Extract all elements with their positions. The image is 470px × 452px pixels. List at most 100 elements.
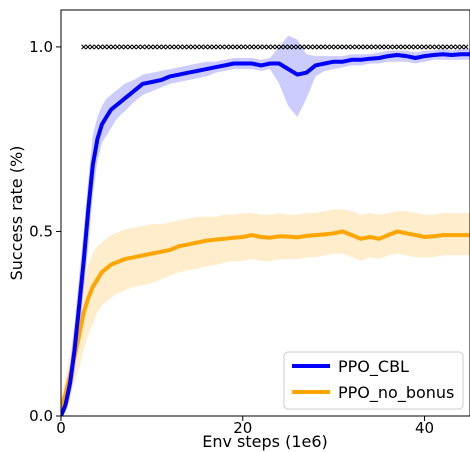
x-tick-label: 0 xyxy=(56,419,66,437)
reference-marker xyxy=(81,44,87,50)
reference-marker xyxy=(177,44,183,50)
y-tick-label: 1.0 xyxy=(29,38,53,56)
reference-marker xyxy=(223,44,230,50)
reference-marker xyxy=(97,44,104,50)
reference-marker xyxy=(85,44,91,50)
reference-marker xyxy=(391,44,398,50)
reference-marker xyxy=(463,44,469,50)
reference-marker xyxy=(429,44,435,50)
reference-marker xyxy=(421,44,427,50)
reference-marker xyxy=(135,44,141,50)
reference-marker xyxy=(324,44,330,50)
x-tick-label: 20 xyxy=(233,419,252,437)
reference-marker xyxy=(160,44,167,50)
reference-marker xyxy=(244,44,251,50)
legend-label-ppo-cbl: PPO_CBL xyxy=(338,357,409,377)
reference-marker-line xyxy=(81,44,469,50)
reference-marker xyxy=(139,44,146,50)
reference-marker xyxy=(278,44,284,50)
reference-marker xyxy=(286,44,293,50)
reference-marker xyxy=(173,44,179,50)
reference-marker xyxy=(165,44,171,50)
reference-marker xyxy=(131,44,137,50)
reference-marker xyxy=(186,44,192,50)
reference-marker xyxy=(261,44,267,50)
reference-marker xyxy=(459,44,465,50)
reference-marker xyxy=(194,44,200,50)
band-ppo-no-bonus xyxy=(61,209,470,416)
reference-marker xyxy=(417,44,423,50)
reference-marker xyxy=(316,44,322,50)
y-axis-ticks: 0.0 0.5 1.0 xyxy=(29,38,61,425)
reference-marker xyxy=(156,44,162,50)
reference-marker xyxy=(219,44,225,50)
reference-marker xyxy=(202,44,209,50)
reference-marker xyxy=(291,44,297,50)
reference-marker xyxy=(236,44,242,50)
reference-marker xyxy=(345,44,351,50)
reference-marker xyxy=(114,44,120,50)
reference-marker xyxy=(215,44,221,50)
reference-marker xyxy=(274,44,280,50)
reference-marker xyxy=(341,44,347,50)
reference-marker xyxy=(438,44,444,50)
y-tick-label: 0.5 xyxy=(29,222,53,240)
reference-marker xyxy=(454,44,461,50)
legend: PPO_CBL PPO_no_bonus xyxy=(283,351,464,410)
reference-marker xyxy=(253,44,259,50)
reference-marker xyxy=(299,44,305,50)
reference-marker xyxy=(362,44,368,50)
line-ppo-cbl xyxy=(61,52,470,416)
reference-marker xyxy=(110,44,116,50)
series-lines xyxy=(61,52,470,416)
reference-marker xyxy=(433,44,440,50)
reference-marker xyxy=(257,44,263,50)
confidence-bands xyxy=(61,35,470,416)
reference-marker xyxy=(106,44,112,50)
reference-marker xyxy=(366,44,372,50)
reference-marker xyxy=(400,44,406,50)
x-tick-label: 40 xyxy=(415,419,434,437)
reference-marker xyxy=(89,44,95,50)
reference-marker xyxy=(181,44,188,50)
reference-marker xyxy=(118,44,125,50)
reference-marker xyxy=(152,44,158,50)
reference-marker xyxy=(144,44,150,50)
reference-marker xyxy=(375,44,381,50)
reference-marker xyxy=(396,44,402,50)
reference-marker xyxy=(198,44,204,50)
reference-marker xyxy=(446,44,452,50)
plot-frame xyxy=(60,9,470,417)
reference-marker xyxy=(333,44,339,50)
legend-label-ppo-no-bonus: PPO_no_bonus xyxy=(338,383,454,403)
reference-marker xyxy=(370,44,377,50)
reference-marker xyxy=(307,44,314,50)
reference-marker xyxy=(442,44,448,50)
reference-marker xyxy=(425,44,431,50)
reference-marker xyxy=(379,44,385,50)
reference-marker xyxy=(265,44,272,50)
reference-marker xyxy=(270,44,276,50)
line-ppo-no-bonus xyxy=(61,229,470,411)
reference-marker xyxy=(404,44,410,50)
y-tick-label: 0.0 xyxy=(29,407,53,425)
reference-marker xyxy=(337,44,343,50)
reference-marker xyxy=(295,44,301,50)
reference-marker xyxy=(282,44,288,50)
reference-marker xyxy=(249,44,255,50)
reference-marker xyxy=(123,44,129,50)
reference-marker xyxy=(240,44,246,50)
x-axis-label: Env steps (1e6) xyxy=(202,432,328,451)
reference-marker xyxy=(328,44,335,50)
reference-marker xyxy=(354,44,360,50)
reference-marker xyxy=(349,44,356,50)
reference-marker xyxy=(383,44,389,50)
reference-marker xyxy=(358,44,364,50)
reference-marker xyxy=(228,44,234,50)
reference-marker xyxy=(408,44,414,50)
reference-marker xyxy=(169,44,175,50)
reference-marker xyxy=(211,44,217,50)
reference-marker xyxy=(148,44,154,50)
reference-marker xyxy=(190,44,196,50)
